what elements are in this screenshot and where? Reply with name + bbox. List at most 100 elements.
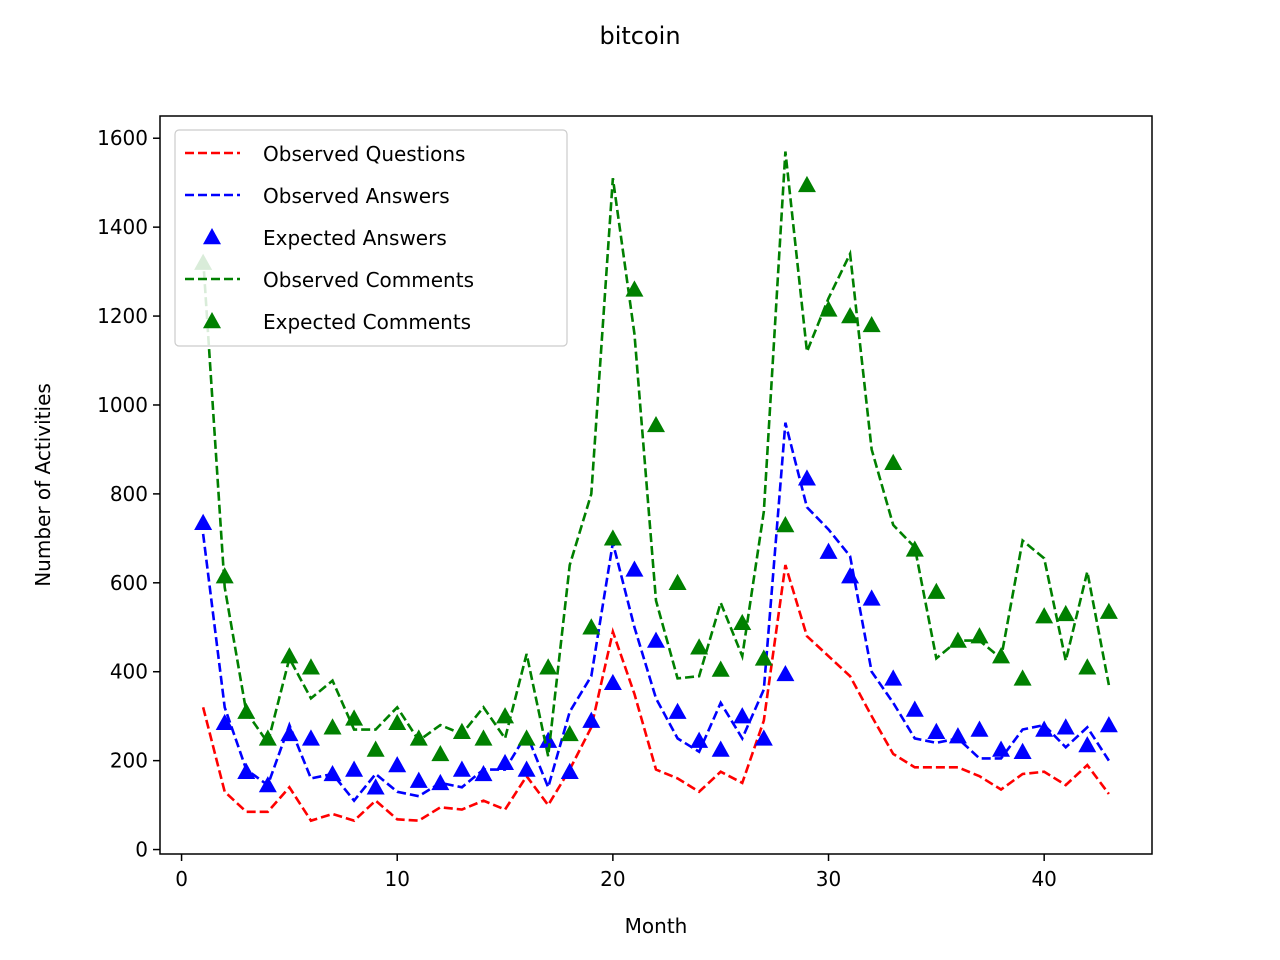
marker-expected-comments [452, 722, 471, 739]
y-tick-label: 1000 [97, 393, 148, 417]
marker-expected-answers [539, 731, 558, 748]
marker-expected-answers [733, 707, 752, 724]
y-tick-label: 800 [110, 482, 148, 506]
marker-expected-answers [625, 560, 644, 577]
marker-expected-comments [625, 280, 644, 297]
marker-expected-answers [647, 631, 665, 648]
series-line-observed-questions [201, 564, 1110, 823]
marker-expected-answers [1099, 716, 1118, 733]
marker-expected-answers [1035, 720, 1054, 737]
marker-expected-answers [560, 762, 579, 779]
marker-expected-answers [431, 773, 450, 791]
y-tick-label: 400 [110, 660, 148, 684]
marker-expected-comments [474, 729, 493, 746]
marker-expected-comments [797, 175, 816, 193]
marker-expected-answers [301, 729, 320, 746]
marker-expected-comments [1013, 669, 1032, 686]
marker-expected-answers [884, 669, 903, 686]
chart-title: bitcoin [599, 22, 680, 50]
marker-expected-answers [862, 589, 881, 606]
marker-expected-comments [668, 573, 687, 591]
y-tick-label: 200 [110, 749, 148, 773]
marker-expected-answers [1078, 736, 1097, 753]
marker-expected-comments [301, 658, 320, 675]
x-tick-label: 40 [1031, 867, 1056, 891]
marker-expected-comments [970, 627, 989, 644]
marker-expected-comments [409, 729, 428, 746]
x-tick-label: 30 [816, 867, 841, 891]
marker-expected-comments [992, 647, 1011, 664]
marker-expected-answers [582, 711, 601, 728]
marker-expected-comments [345, 709, 364, 726]
marker-expected-answers [905, 700, 924, 717]
marker-expected-comments [388, 713, 407, 731]
marker-expected-comments [776, 516, 795, 533]
marker-expected-comments [603, 529, 622, 546]
y-axis-label: Number of Activities [31, 383, 55, 587]
marker-expected-comments [862, 315, 881, 333]
marker-expected-comments [647, 415, 665, 433]
marker-expected-answers [970, 720, 989, 737]
marker-expected-comments [711, 660, 730, 677]
marker-expected-comments [1035, 607, 1054, 624]
marker-expected-comments [1056, 604, 1075, 622]
marker-expected-comments [323, 718, 342, 735]
marker-expected-answers [409, 771, 428, 788]
marker-expected-answers [194, 513, 213, 530]
axes-frame [159, 115, 1153, 855]
x-axis-label: Month [625, 914, 688, 938]
x-tick-label: 20 [600, 867, 625, 891]
marker-expected-comments [819, 300, 838, 317]
marker-expected-answers [948, 727, 967, 744]
marker-expected-answers [517, 760, 536, 777]
legend-label: Expected Answers [263, 226, 447, 250]
marker-expected-comments [560, 724, 579, 742]
marker-expected-answers [366, 778, 385, 795]
plot-area [194, 151, 1118, 823]
marker-expected-answers [237, 762, 256, 779]
legend-label: Observed Comments [263, 268, 474, 292]
marker-expected-answers [927, 722, 946, 739]
marker-expected-answers [1056, 718, 1075, 735]
marker-expected-comments [905, 540, 924, 557]
marker-expected-comments [280, 647, 299, 664]
marker-expected-answers [992, 740, 1011, 757]
marker-expected-answers [452, 760, 471, 777]
x-tick-label: 0 [175, 867, 188, 891]
legend-swatch-expected-answers [203, 228, 221, 245]
legend-label: Observed Answers [263, 184, 450, 208]
y-tick-label: 1600 [97, 126, 148, 150]
marker-expected-answers [603, 673, 622, 691]
legend: Observed Questions Observed Answers Expect… [174, 129, 568, 347]
marker-expected-answers [776, 664, 795, 682]
legend-label: Expected Comments [263, 310, 471, 334]
marker-expected-comments [237, 702, 256, 719]
marker-expected-answers [690, 731, 709, 748]
marker-expected-comments [431, 744, 450, 762]
legend-box [174, 129, 568, 347]
x-tick-label: 10 [384, 867, 409, 891]
x-axis: 0 10 20 30 40 [175, 854, 1057, 891]
marker-expected-comments [258, 729, 277, 746]
marker-expected-comments [539, 658, 558, 675]
legend-label: Observed Questions [263, 142, 465, 166]
marker-expected-comments [884, 453, 903, 470]
y-tick-label: 600 [110, 571, 148, 595]
marker-expected-answers [668, 702, 687, 719]
marker-expected-answers [711, 740, 730, 757]
marker-expected-comments [948, 631, 967, 648]
y-tick-label: 1400 [97, 215, 148, 239]
marker-expected-comments [841, 307, 860, 324]
marker-expected-answers [819, 542, 838, 559]
marker-expected-answers [345, 760, 364, 777]
marker-expected-comments [517, 729, 536, 746]
marker-expected-answers [841, 567, 860, 584]
marker-expected-answers [215, 713, 234, 731]
marker-expected-comments [366, 740, 385, 757]
y-tick-label: 1200 [97, 304, 148, 328]
marker-expected-comments [690, 638, 709, 655]
marker-expected-answers [496, 753, 515, 771]
marker-expected-comments [215, 567, 234, 584]
marker-expected-comments [1099, 602, 1118, 619]
